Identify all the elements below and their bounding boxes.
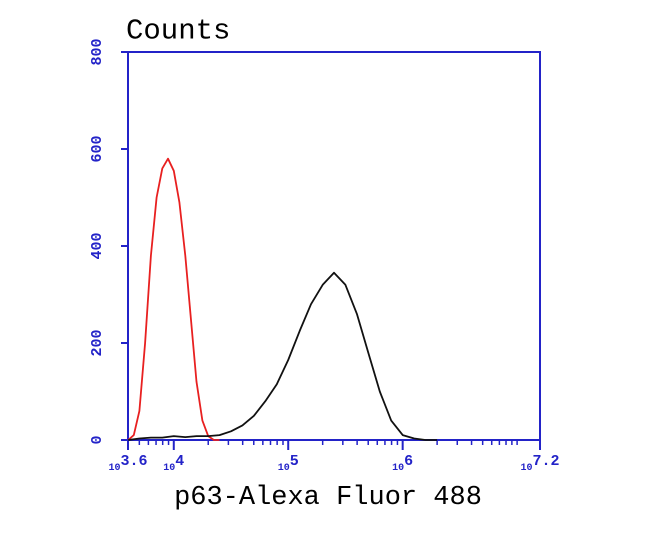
x-axis-title: p63-Alexa Fluor 488: [174, 483, 482, 513]
y-tick-label: 800: [89, 38, 106, 65]
histogram-line: [127, 157, 220, 441]
x-tick-base: 10: [392, 463, 404, 474]
x-tick-base: 10: [278, 463, 290, 474]
x-tick-exponent: 4: [175, 453, 184, 470]
x-tick-label: 104: [163, 453, 184, 474]
x-tick-base: 10: [108, 463, 120, 474]
x-tick-exponent: 5: [290, 453, 299, 470]
histogram-line: [128, 271, 438, 441]
y-tick-label: 0: [89, 435, 106, 444]
plot-frame: [127, 51, 541, 441]
x-tick-base: 10: [163, 463, 175, 474]
y-tick-label: 200: [89, 329, 106, 356]
x-tick-exponent: 7.2: [533, 453, 560, 470]
x-tick-label: 103.6: [108, 453, 147, 474]
x-tick-exponent: 3.6: [121, 453, 148, 470]
x-tick-exponent: 6: [404, 453, 413, 470]
x-tick-label: 106: [392, 453, 413, 474]
x-tick-base: 10: [520, 463, 532, 474]
y-tick-label: 400: [89, 232, 106, 259]
x-tick-label: 107.2: [520, 453, 559, 474]
y-axis-title: Counts: [126, 15, 230, 48]
y-tick-label: 600: [89, 135, 106, 162]
x-tick-label: 105: [278, 453, 299, 474]
